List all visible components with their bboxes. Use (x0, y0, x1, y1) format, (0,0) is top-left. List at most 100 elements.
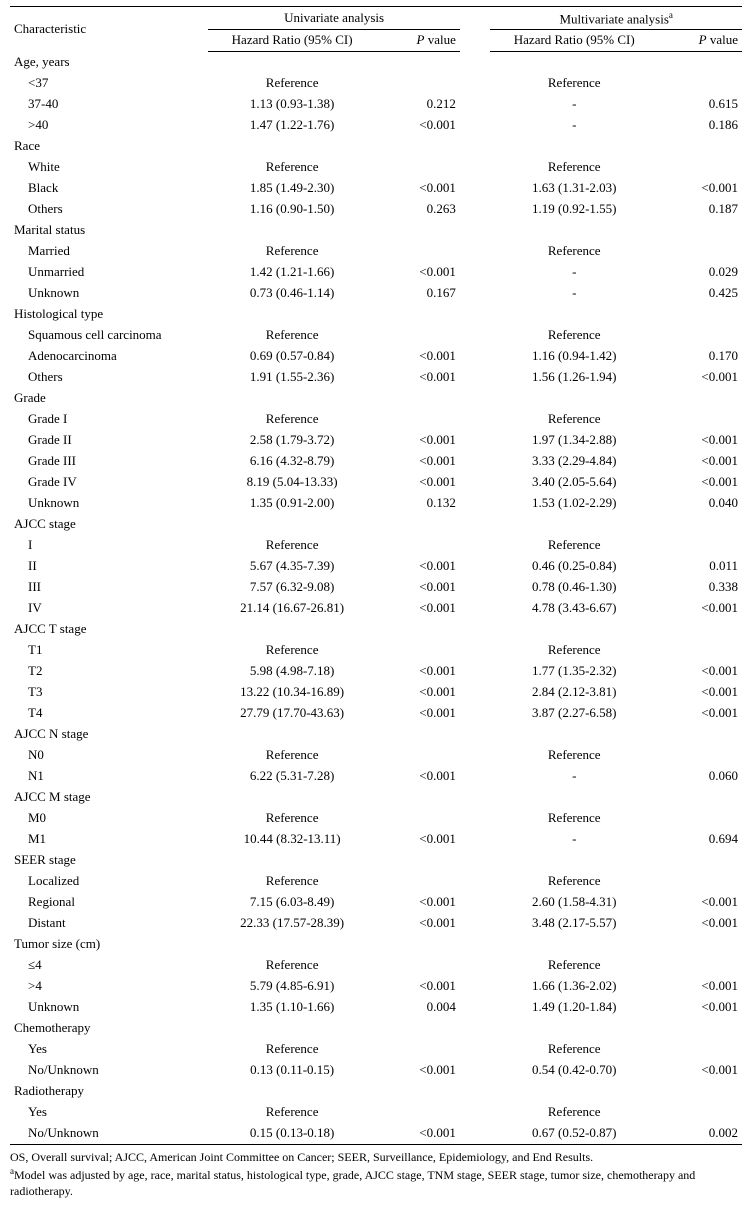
gap-cell (460, 367, 490, 388)
footnote-abbrev: OS, Overall survival; AJCC, American Joi… (10, 1149, 742, 1165)
row-label: III (10, 577, 208, 598)
table-row: YesReferenceReference (10, 1102, 742, 1123)
m-hr-cell: 1.16 (0.94-1.42) (490, 346, 658, 367)
group-row: Marital status (10, 220, 742, 241)
table-row: IV21.14 (16.67-26.81)<0.0014.78 (3.43-6.… (10, 598, 742, 619)
u-p-cell (376, 808, 460, 829)
group-label: Marital status (10, 220, 742, 241)
m-hr-cell: Reference (490, 871, 658, 892)
u-p-cell: 0.263 (376, 199, 460, 220)
row-label: Black (10, 178, 208, 199)
group-row: Chemotherapy (10, 1018, 742, 1039)
u-hr-cell: 7.57 (6.32-9.08) (208, 577, 376, 598)
u-p-cell: <0.001 (376, 766, 460, 787)
u-p-cell: <0.001 (376, 703, 460, 724)
u-p-cell: <0.001 (376, 178, 460, 199)
u-hr-cell: 1.47 (1.22-1.76) (208, 115, 376, 136)
u-p-cell: <0.001 (376, 976, 460, 997)
m-hr-cell: Reference (490, 409, 658, 430)
table-row: Grade III6.16 (4.32-8.79)<0.0013.33 (2.2… (10, 451, 742, 472)
m-hr-cell: 1.63 (1.31-2.03) (490, 178, 658, 199)
row-label: M0 (10, 808, 208, 829)
u-hr-cell: Reference (208, 535, 376, 556)
row-label: >40 (10, 115, 208, 136)
u-p-cell: <0.001 (376, 1123, 460, 1145)
table-row: Others1.91 (1.55-2.36)<0.0011.56 (1.26-1… (10, 367, 742, 388)
header-gap (460, 7, 490, 52)
table-row: <37ReferenceReference (10, 73, 742, 94)
table-row: II5.67 (4.35-7.39)<0.0010.46 (0.25-0.84)… (10, 556, 742, 577)
m-p-cell: <0.001 (658, 451, 742, 472)
group-row: AJCC stage (10, 514, 742, 535)
u-hr-cell: Reference (208, 73, 376, 94)
table-row: Others1.16 (0.90-1.50)0.2631.19 (0.92-1.… (10, 199, 742, 220)
u-hr-cell: 0.13 (0.11-0.15) (208, 1060, 376, 1081)
gap-cell (460, 1123, 490, 1145)
u-hr-cell: 1.85 (1.49-2.30) (208, 178, 376, 199)
gap-cell (460, 745, 490, 766)
u-p-cell: <0.001 (376, 262, 460, 283)
row-label: Localized (10, 871, 208, 892)
u-p-cell (376, 745, 460, 766)
header-characteristic: Characteristic (10, 7, 208, 52)
row-label: Others (10, 367, 208, 388)
m-p-cell: 0.029 (658, 262, 742, 283)
u-hr-cell: Reference (208, 871, 376, 892)
table-row: Unknown1.35 (0.91-2.00)0.1321.53 (1.02-2… (10, 493, 742, 514)
u-p-cell: <0.001 (376, 1060, 460, 1081)
m-p-cell: 0.170 (658, 346, 742, 367)
row-label: IV (10, 598, 208, 619)
gap-cell (460, 472, 490, 493)
gap-cell (460, 829, 490, 850)
m-hr-cell: Reference (490, 325, 658, 346)
row-label: No/Unknown (10, 1060, 208, 1081)
u-p-cell: <0.001 (376, 556, 460, 577)
u-p-cell: <0.001 (376, 577, 460, 598)
table-row: Unmarried1.42 (1.21-1.66)<0.001-0.029 (10, 262, 742, 283)
row-label: White (10, 157, 208, 178)
m-hr-cell: 3.87 (2.27-6.58) (490, 703, 658, 724)
table-row: T313.22 (10.34-16.89)<0.0012.84 (2.12-3.… (10, 682, 742, 703)
m-hr-cell: Reference (490, 535, 658, 556)
gap-cell (460, 577, 490, 598)
table-row: LocalizedReferenceReference (10, 871, 742, 892)
table-header: Characteristic Univariate analysis Multi… (10, 7, 742, 52)
header-u-hr: Hazard Ratio (95% CI) (208, 29, 376, 51)
footnotes: OS, Overall survival; AJCC, American Joi… (10, 1145, 742, 1200)
row-label: Yes (10, 1039, 208, 1060)
group-row: AJCC N stage (10, 724, 742, 745)
m-p-cell: <0.001 (658, 703, 742, 724)
table-row: >401.47 (1.22-1.76)<0.001-0.186 (10, 115, 742, 136)
group-label: Age, years (10, 51, 742, 73)
group-row: AJCC T stage (10, 619, 742, 640)
m-p-cell: <0.001 (658, 892, 742, 913)
u-hr-cell: 0.15 (0.13-0.18) (208, 1123, 376, 1145)
row-label: Grade III (10, 451, 208, 472)
table-row: T427.79 (17.70-43.63)<0.0013.87 (2.27-6.… (10, 703, 742, 724)
m-hr-cell: Reference (490, 640, 658, 661)
u-p-cell: 0.212 (376, 94, 460, 115)
gap-cell (460, 346, 490, 367)
u-hr-cell: 6.16 (4.32-8.79) (208, 451, 376, 472)
row-label: Squamous cell carcinoma (10, 325, 208, 346)
u-p-cell (376, 535, 460, 556)
gap-cell (460, 430, 490, 451)
header-u-p: P value (376, 29, 460, 51)
group-row: Age, years (10, 51, 742, 73)
u-hr-cell: Reference (208, 157, 376, 178)
group-row: Radiotherapy (10, 1081, 742, 1102)
gap-cell (460, 640, 490, 661)
u-hr-cell: Reference (208, 640, 376, 661)
m-hr-cell: - (490, 94, 658, 115)
row-label: Regional (10, 892, 208, 913)
u-hr-cell: 8.19 (5.04-13.33) (208, 472, 376, 493)
table-row: Grade II2.58 (1.79-3.72)<0.0011.97 (1.34… (10, 430, 742, 451)
table-row: MarriedReferenceReference (10, 241, 742, 262)
table-row: No/Unknown0.15 (0.13-0.18)<0.0010.67 (0.… (10, 1123, 742, 1145)
u-p-cell (376, 241, 460, 262)
m-p-cell: 0.060 (658, 766, 742, 787)
m-hr-cell: - (490, 115, 658, 136)
gap-cell (460, 976, 490, 997)
u-p-cell (376, 409, 460, 430)
m-p-cell (658, 157, 742, 178)
